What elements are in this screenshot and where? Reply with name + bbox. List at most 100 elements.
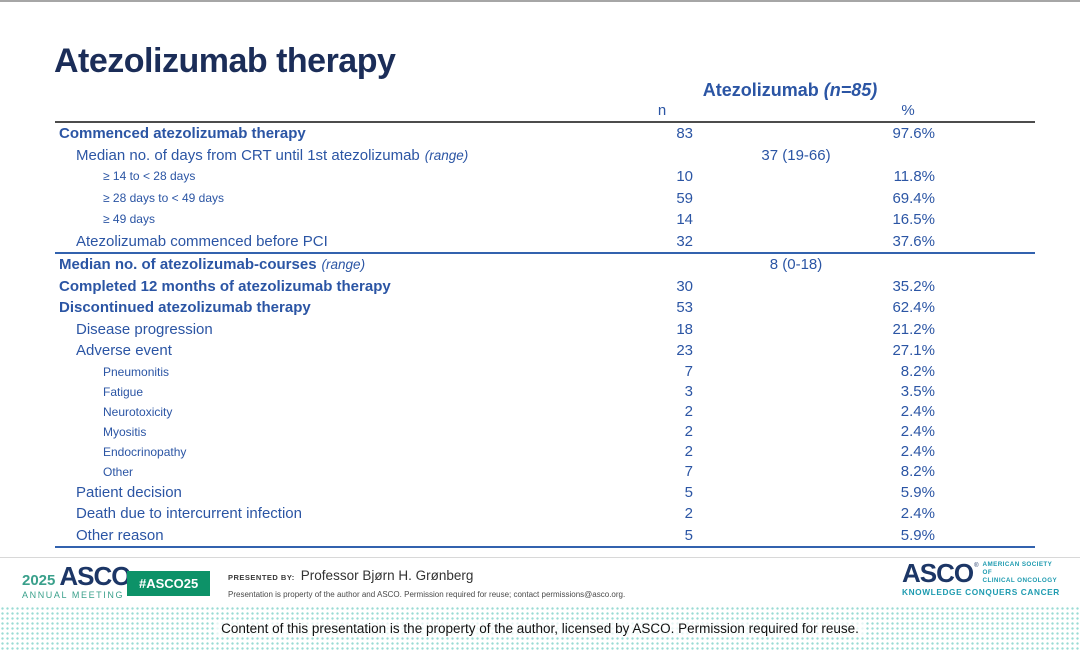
table-row: Patient decision 5 5.9% [55,482,1035,504]
row-n: 59 [676,189,693,207]
row-label: ≥ 49 days [103,212,155,226]
row-range: 37 (19-66) [761,146,831,164]
table-row: ≥ 28 days to < 49 days 59 69.4% [55,188,1035,210]
row-pct: 62.4% [892,299,935,316]
table-row: Death due to intercurrent infection 2 2.… [55,503,1035,525]
row-label: Fatigue [103,384,144,399]
row-pct: 2.4% [900,505,935,522]
meeting-org: ASCO [59,561,131,591]
row-label: Endocrinopathy [103,444,187,459]
row-n: 10 [676,168,693,185]
presented-by-block: PRESENTED BY: Professor Bjørn H. Grønber… [228,568,625,599]
table-row: Pneumonitis 7 8.2% [55,362,1035,382]
row-n: 32 [676,232,693,250]
row-pct: 2.4% [900,402,935,420]
table-row: Adverse event 23 27.1% [55,340,1035,362]
row-pct: 69.4% [892,189,935,207]
row-label: Neurotoxicity [103,404,173,419]
row-label: Patient decision [76,483,182,501]
row-n: 53 [676,299,693,316]
table-row: ≥ 14 to < 28 days 10 11.8% [55,166,1035,188]
table-bottom-rule [55,546,1035,548]
row-pct: 5.9% [900,483,935,501]
row-pct: 2.4% [900,442,935,460]
table-row: Completed 12 months of atezolizumab ther… [55,276,1035,298]
meeting-year: 2025 [22,572,56,589]
row-n: 5 [684,526,693,544]
results-table: Atezolizumab (n=85) n % Commenced atezoli… [55,79,1035,548]
row-pct: 16.5% [892,211,935,228]
table-row: Median no. of atezolizumab-courses (range… [55,254,1035,276]
column-header-pct: % [901,102,915,119]
row-n: 3 [684,382,693,400]
row-label: ≥ 14 to < 28 days [103,169,196,183]
row-label: Other reason [76,526,164,544]
table-row: Atezolizumab commenced before PCI 32 37.… [55,231,1035,253]
row-n: 2 [684,422,693,440]
row-label-suffix: (range) [424,147,469,163]
table-row: Other 7 8.2% [55,462,1035,482]
registered-mark: ® [974,563,979,569]
row-n: 7 [684,362,693,380]
row-label: Discontinued atezolizumab therapy [59,299,311,316]
section-divider [55,252,1035,254]
row-pct: 8.2% [900,462,935,480]
row-label: Myositis [103,424,147,439]
row-pct: 11.8% [893,168,935,185]
row-label: Pneumonitis [103,364,170,379]
table-row: Commenced atezolizumab therapy 83 97.6% [55,123,1035,145]
table-group-header: Atezolizumab (n=85) [55,79,1035,101]
row-n: 2 [684,402,693,420]
footer-disclaimer: Presentation is property of the author a… [228,590,626,599]
row-label: Disease progression [76,320,213,338]
row-n: 2 [684,442,693,460]
row-label: Median no. of atezolizumab-courses [59,256,317,273]
row-pct: 97.6% [892,125,935,142]
hashtag-badge: #ASCO25 [127,571,211,596]
table-row: Median no. of days from CRT until 1st at… [55,145,1035,167]
row-pct: 35.2% [892,277,935,295]
row-n: 2 [684,505,693,522]
row-pct: 5.9% [900,526,935,544]
bottom-permission-bar: Content of this presentation is the prop… [0,606,1080,651]
org-motto: KNOWLEDGE CONQUERS CANCER [902,587,1060,597]
row-n: 30 [676,277,693,295]
presented-by-label: PRESENTED BY: [228,573,295,582]
group-header-n-total: (n=85) [823,80,878,100]
row-label: Median no. of days from CRT until 1st at… [76,146,420,164]
permission-text: Content of this presentation is the prop… [215,620,865,637]
org-name: ASCO [902,558,974,588]
row-pct: 27.1% [892,342,935,359]
table-row: Other reason 5 5.9% [55,525,1035,547]
row-pct: 2.4% [900,422,935,440]
presenter-name: Professor Bjørn H. Grønberg [300,568,474,583]
table-row: Discontinued atezolizumab therapy 53 62.… [55,297,1035,319]
org-tagline: AMERICAN SOCIETY OF CLINICAL ONCOLOGY [983,561,1062,585]
window-top-edge [0,0,1080,2]
row-n: 7 [684,462,693,480]
table-row: ≥ 49 days 14 16.5% [55,209,1035,231]
row-label: Death due to intercurrent infection [76,505,302,522]
row-pct: 37.6% [892,232,935,250]
row-label: Commenced atezolizumab therapy [59,125,306,142]
row-n: 83 [676,125,693,142]
footer-divider [0,557,1080,558]
table-row: Endocrinopathy 2 2.4% [55,442,1035,462]
asco-org-logo: ASCO ® AMERICAN SOCIETY OF CLINICAL ONCO… [902,558,1062,597]
header-rule [55,121,1035,123]
row-label: Other [103,464,134,479]
row-n: 23 [676,342,693,359]
row-n: 14 [676,211,693,228]
column-header-n: n [657,102,667,119]
row-pct: 3.5% [900,382,935,400]
slide-title: Atezolizumab therapy [54,42,396,80]
meeting-name: ANNUAL MEETING [22,590,125,600]
group-header-drug: Atezolizumab [702,80,819,100]
row-label: Atezolizumab commenced before PCI [76,232,328,250]
org-tagline-line2: CLINICAL ONCOLOGY [982,577,1058,584]
org-tagline-line1: AMERICAN SOCIETY OF [982,561,1053,576]
row-n: 5 [684,483,693,501]
row-n: 18 [676,320,693,338]
row-label: Adverse event [76,342,172,359]
row-range: 8 (0-18) [769,256,823,273]
